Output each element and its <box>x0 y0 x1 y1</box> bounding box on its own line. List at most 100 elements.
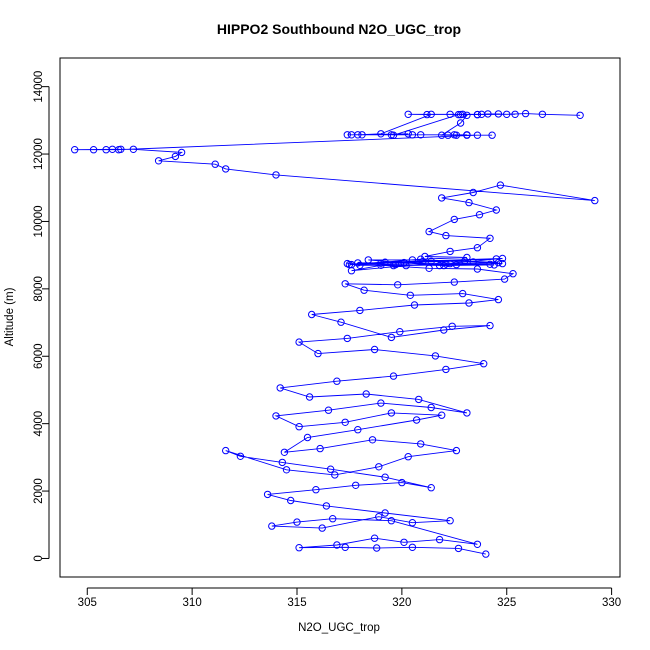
data-point <box>427 403 435 412</box>
data-point <box>400 258 408 267</box>
data-point <box>154 157 163 165</box>
data-point <box>473 131 482 139</box>
data-point <box>482 550 490 558</box>
data-point <box>463 409 471 417</box>
data-point <box>314 349 322 358</box>
data-point <box>419 257 427 266</box>
data-point <box>488 131 496 139</box>
data-point <box>316 444 324 453</box>
data-point <box>333 541 341 549</box>
data-point <box>341 280 349 288</box>
data-point <box>469 188 477 197</box>
data-point <box>295 423 303 431</box>
data-point <box>102 146 110 154</box>
data-point <box>463 253 471 262</box>
data-point <box>408 256 417 264</box>
data-point <box>417 440 425 448</box>
chart-title: HIPPO2 Southbound N2O_UGC_trop <box>217 21 461 37</box>
data-point <box>480 360 488 368</box>
data-point <box>408 543 417 551</box>
data-point <box>425 227 433 236</box>
data-point <box>446 247 454 256</box>
x-tick-label: 330 <box>602 597 621 609</box>
data-point <box>438 194 446 202</box>
data-point <box>494 258 503 267</box>
data-point <box>486 321 494 330</box>
data-point <box>473 540 482 548</box>
data-point <box>404 110 412 119</box>
data-point <box>473 265 482 273</box>
data-point <box>381 258 389 266</box>
data-point <box>465 198 473 207</box>
data-point <box>312 486 320 494</box>
data-point <box>387 517 396 525</box>
data-point <box>362 390 370 398</box>
data-point <box>343 259 351 268</box>
data-point <box>287 496 295 505</box>
data-point <box>398 478 406 487</box>
data-point <box>463 131 471 139</box>
x-axis: 305 310 315 320 325 330 <box>78 587 621 609</box>
x-axis-label: N2O_UGC_trop <box>298 622 380 634</box>
data-point <box>356 306 364 315</box>
data-point <box>377 259 385 267</box>
data-point <box>356 261 364 269</box>
x-tick-label: 315 <box>287 597 306 609</box>
data-point <box>375 463 383 471</box>
data-point <box>412 416 421 424</box>
data-point <box>498 259 507 268</box>
data-point <box>171 152 180 161</box>
data-point <box>435 535 444 544</box>
data-point <box>450 215 458 224</box>
data-point <box>404 453 412 461</box>
data-point <box>347 260 356 269</box>
data-point <box>377 130 385 138</box>
data-point <box>263 490 272 499</box>
y-axis: 0 2000 4000 6000 8000 10000 12000 14000 <box>33 71 50 562</box>
data-point <box>387 409 396 417</box>
data-point <box>337 318 345 326</box>
data-point <box>375 513 383 521</box>
data-point <box>222 165 230 173</box>
data-point <box>352 481 360 489</box>
data-point <box>423 110 431 119</box>
data-point <box>452 446 461 455</box>
data-point <box>415 395 423 404</box>
data-point <box>396 328 404 336</box>
data-point <box>391 260 400 269</box>
data-point <box>211 160 219 168</box>
y-tick-label: 2000 <box>33 478 45 504</box>
data-point <box>343 334 351 343</box>
data-point <box>387 333 396 342</box>
data-point <box>295 544 303 552</box>
data-point <box>450 278 458 286</box>
data-point <box>347 131 356 139</box>
data-point <box>341 418 349 426</box>
data-point <box>343 131 351 139</box>
data-point <box>295 338 303 346</box>
y-tick-label: 14000 <box>33 71 45 103</box>
data-point <box>450 131 458 139</box>
y-tick-label: 0 <box>33 555 45 561</box>
data-point <box>400 538 408 546</box>
data-point <box>486 260 494 268</box>
data-point <box>331 471 339 479</box>
x-tick-label: 310 <box>183 597 202 609</box>
data-point <box>473 244 482 252</box>
points-layer <box>71 109 599 558</box>
data-point <box>326 465 335 473</box>
data-point <box>303 433 312 442</box>
data-point <box>389 131 398 139</box>
data-point <box>341 543 349 551</box>
data-point <box>475 211 484 219</box>
x-tick-label: 320 <box>392 597 411 609</box>
data-point <box>442 365 450 374</box>
data-point <box>276 384 284 392</box>
data-point <box>333 377 341 385</box>
data-point <box>538 110 547 119</box>
y-tick-label: 12000 <box>33 138 45 170</box>
data-point <box>417 131 425 139</box>
data-point <box>404 130 412 138</box>
data-point <box>364 256 372 264</box>
data-point <box>410 301 419 309</box>
